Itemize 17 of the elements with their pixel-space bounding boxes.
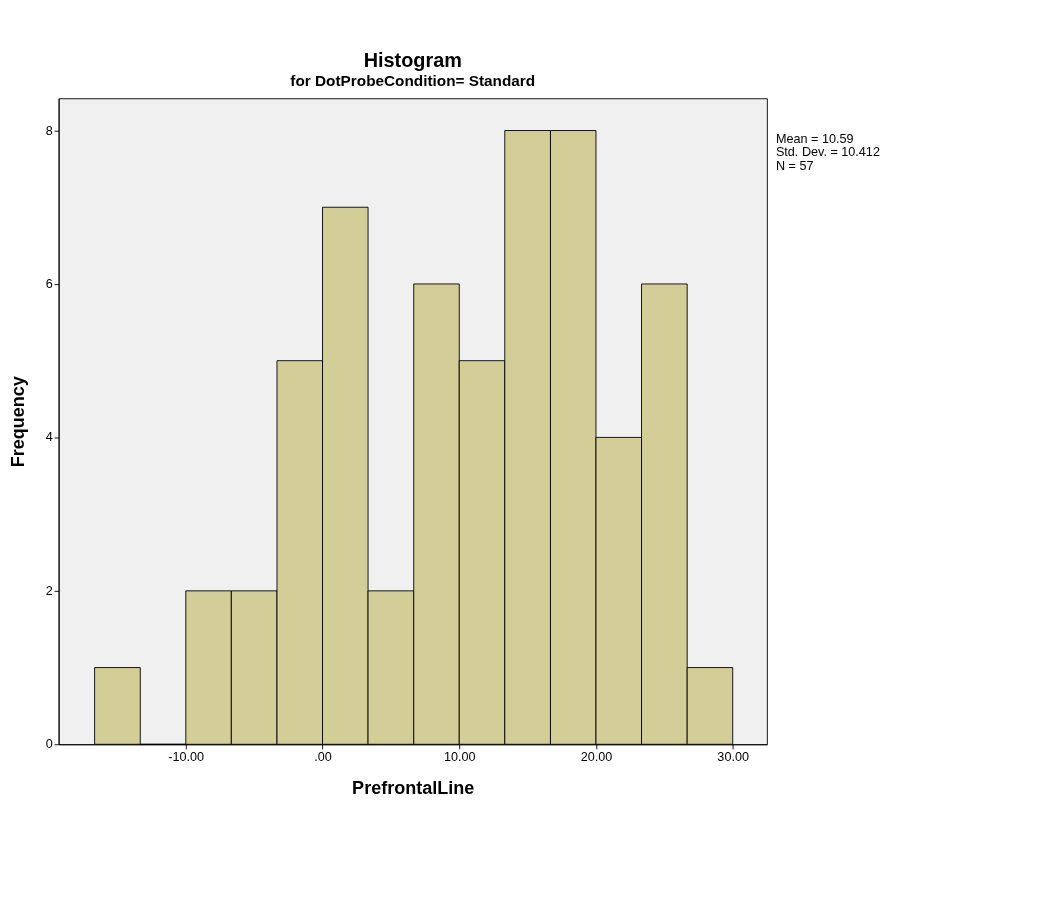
x-tick-label: -10.00 — [168, 749, 205, 764]
y-tick-label: 4 — [45, 430, 53, 445]
chart-title: Histogram — [363, 48, 462, 71]
text: N = 57 — [775, 158, 814, 173]
y-tick-label: 2 — [45, 583, 53, 598]
y-axis-title: Frequency — [8, 376, 29, 468]
y-tick-label: 8 — [45, 123, 53, 138]
x-tick-label: 10.00 — [443, 749, 476, 764]
x-axis-title: PrefrontalLine — [352, 778, 475, 799]
y-tick-label: 6 — [45, 277, 53, 292]
y-tick-label: 0 — [45, 737, 53, 752]
text: Std. Dev. = 10.412 — [775, 145, 880, 160]
text: Mean = 10.59 — [775, 131, 854, 146]
x-tick-label: 20.00 — [580, 749, 613, 764]
x-tick-label: .00 — [314, 749, 332, 764]
x-tick-label: 30.00 — [717, 749, 749, 764]
chart-subtitle: for DotProbeCondition= Standard — [290, 71, 536, 89]
